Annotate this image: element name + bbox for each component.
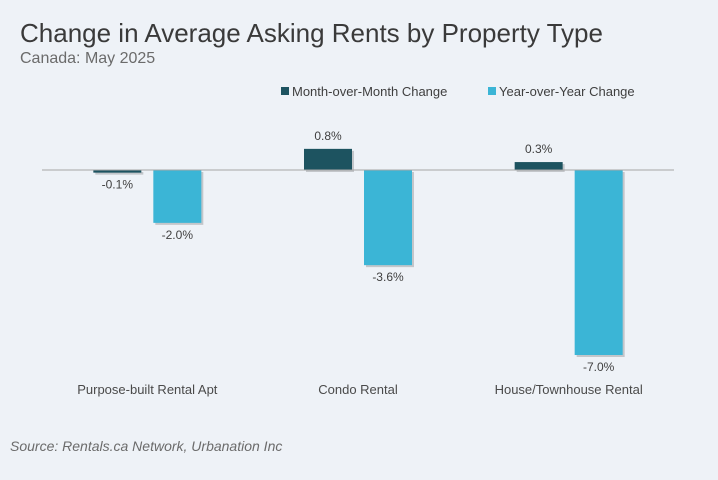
category-label-2: House/Townhouse Rental	[495, 382, 643, 397]
bar-0-0	[93, 170, 142, 173]
chart-title: Change in Average Asking Rents by Proper…	[20, 18, 603, 48]
legend-label-0: Month-over-Month Change	[292, 84, 447, 99]
bar-1-2	[574, 170, 623, 356]
legend-swatch-1	[488, 87, 496, 95]
data-label-1-1: -3.6%	[372, 270, 404, 284]
data-label-1-2: -7.0%	[583, 360, 615, 374]
bar-1-0	[153, 170, 202, 223]
data-label-0-2: 0.3%	[525, 142, 553, 156]
chart-source: Source: Rentals.ca Network, Urbanation I…	[10, 438, 283, 454]
legend-label-1: Year-over-Year Change	[499, 84, 635, 99]
bar-0-1	[304, 148, 352, 170]
data-label-0-1: 0.8%	[314, 129, 342, 143]
bar-1-1	[364, 170, 412, 266]
data-label-1-0: -2.0%	[162, 228, 194, 242]
category-label-1: Condo Rental	[318, 382, 398, 397]
chart-subtitle: Canada: May 2025	[20, 50, 156, 67]
legend-swatch-0	[281, 87, 289, 95]
bar-shadow	[95, 172, 144, 175]
data-label-0-0: -0.1%	[102, 178, 134, 192]
bar-0-2	[514, 162, 563, 170]
category-label-0: Purpose-built Rental Apt	[77, 382, 218, 397]
